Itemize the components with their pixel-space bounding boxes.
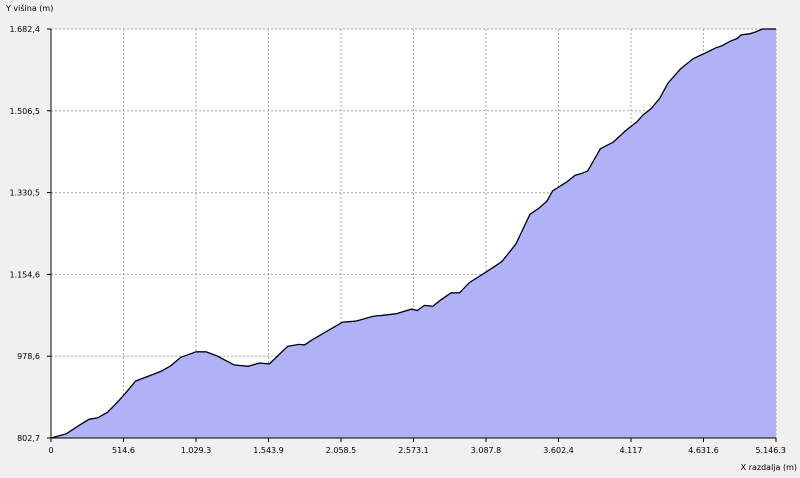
x-tick-label: 514.6 [112,446,135,455]
x-tick-label: 4.631.6 [688,446,719,455]
x-tick-label: 2.058.5 [326,446,357,455]
y-tick-label: 1.506,5 [9,107,40,116]
y-tick-label: 1.682,4 [9,25,40,34]
y-tick-label: 802,7 [17,434,40,443]
elevation-area [51,29,776,438]
x-tick-label: 1.029.3 [181,446,212,455]
elevation-line [50,28,776,439]
y-tick-label: 1.154,6 [9,270,40,279]
x-tick-label: 4.117 [620,446,643,455]
y-tick-label: 978,6 [17,352,40,361]
x-tick-label: 0 [48,446,53,455]
x-axis-title: X razdalja (m) [741,463,797,472]
y-axis-ticks: 802,7 978,6 1.154,6 1.330,5 1.506,5 1.682,4 [9,25,51,443]
x-tick-label: 3.602.4 [543,446,574,455]
x-tick-label: 1.543.9 [253,446,284,455]
x-tick-label: 2.573.1 [398,446,429,455]
x-tick-label: 3.087.8 [471,446,502,455]
y-tick-label: 1.330,5 [9,189,40,198]
y-axis-title: Y višina (m) [5,3,53,13]
x-tick-label: 5.146.3 [755,446,786,455]
x-axis-ticks: 0 514.6 1.029.3 1.543.9 2.058.5 2.573.1 3.087.… [48,438,786,455]
